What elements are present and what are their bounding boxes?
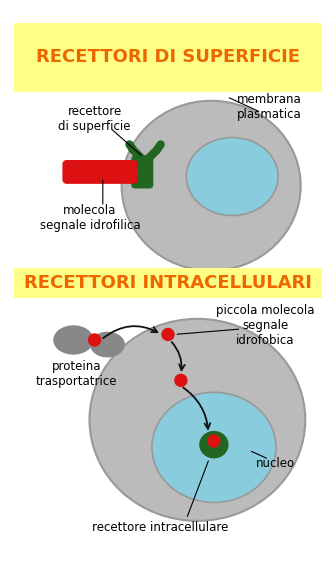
Text: membrana
plasmatica: membrana plasmatica — [237, 93, 301, 121]
Circle shape — [208, 435, 220, 447]
Text: proteina
trasportatrice: proteina trasportatrice — [35, 360, 117, 388]
Ellipse shape — [89, 319, 305, 521]
Text: molecola
segnale idrofilica: molecola segnale idrofilica — [40, 204, 140, 232]
Text: recettore
di superficie: recettore di superficie — [58, 105, 131, 133]
Text: RECETTORI INTRACELLULARI: RECETTORI INTRACELLULARI — [24, 274, 312, 292]
FancyBboxPatch shape — [14, 268, 322, 298]
FancyBboxPatch shape — [131, 155, 153, 188]
Text: RECETTORI DI SUPERFICIE: RECETTORI DI SUPERFICIE — [36, 48, 300, 66]
Ellipse shape — [53, 325, 94, 355]
Ellipse shape — [152, 392, 276, 502]
Ellipse shape — [122, 101, 301, 270]
Circle shape — [162, 328, 174, 340]
Ellipse shape — [186, 138, 278, 215]
FancyBboxPatch shape — [14, 23, 322, 92]
Text: nucleo: nucleo — [256, 456, 295, 469]
Text: recettore intracellulare: recettore intracellulare — [92, 521, 229, 534]
Text: piccola molecola
segnale
idrofobica: piccola molecola segnale idrofobica — [216, 304, 314, 347]
Ellipse shape — [199, 431, 228, 459]
Ellipse shape — [90, 332, 125, 357]
Circle shape — [175, 374, 187, 386]
Circle shape — [89, 334, 100, 346]
FancyBboxPatch shape — [62, 160, 138, 184]
